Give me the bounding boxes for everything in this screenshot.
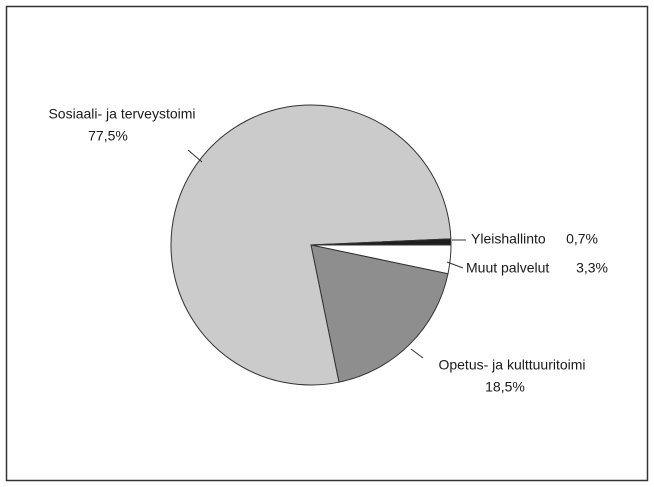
- slice-value-label: 0,7%: [566, 231, 598, 247]
- slice-value-label: 77,5%: [88, 128, 128, 144]
- leader-line: [410, 348, 424, 359]
- pie-slice: [170, 104, 452, 386]
- slice-label: Yleishallinto: [471, 231, 546, 247]
- slice-label: Opetus- ja kulttuuritoimi: [438, 357, 585, 373]
- pie-slice: [310, 238, 452, 246]
- slice-label: Sosiaali- ja terveystoimi: [48, 106, 195, 122]
- slice-value-label: 3,3%: [576, 260, 608, 276]
- leader-line: [187, 149, 203, 163]
- leader-line: [446, 261, 464, 269]
- slice-label: Muut palvelut: [466, 260, 549, 276]
- slice-value-label: 18,5%: [485, 379, 525, 395]
- pie-slice: [310, 244, 449, 383]
